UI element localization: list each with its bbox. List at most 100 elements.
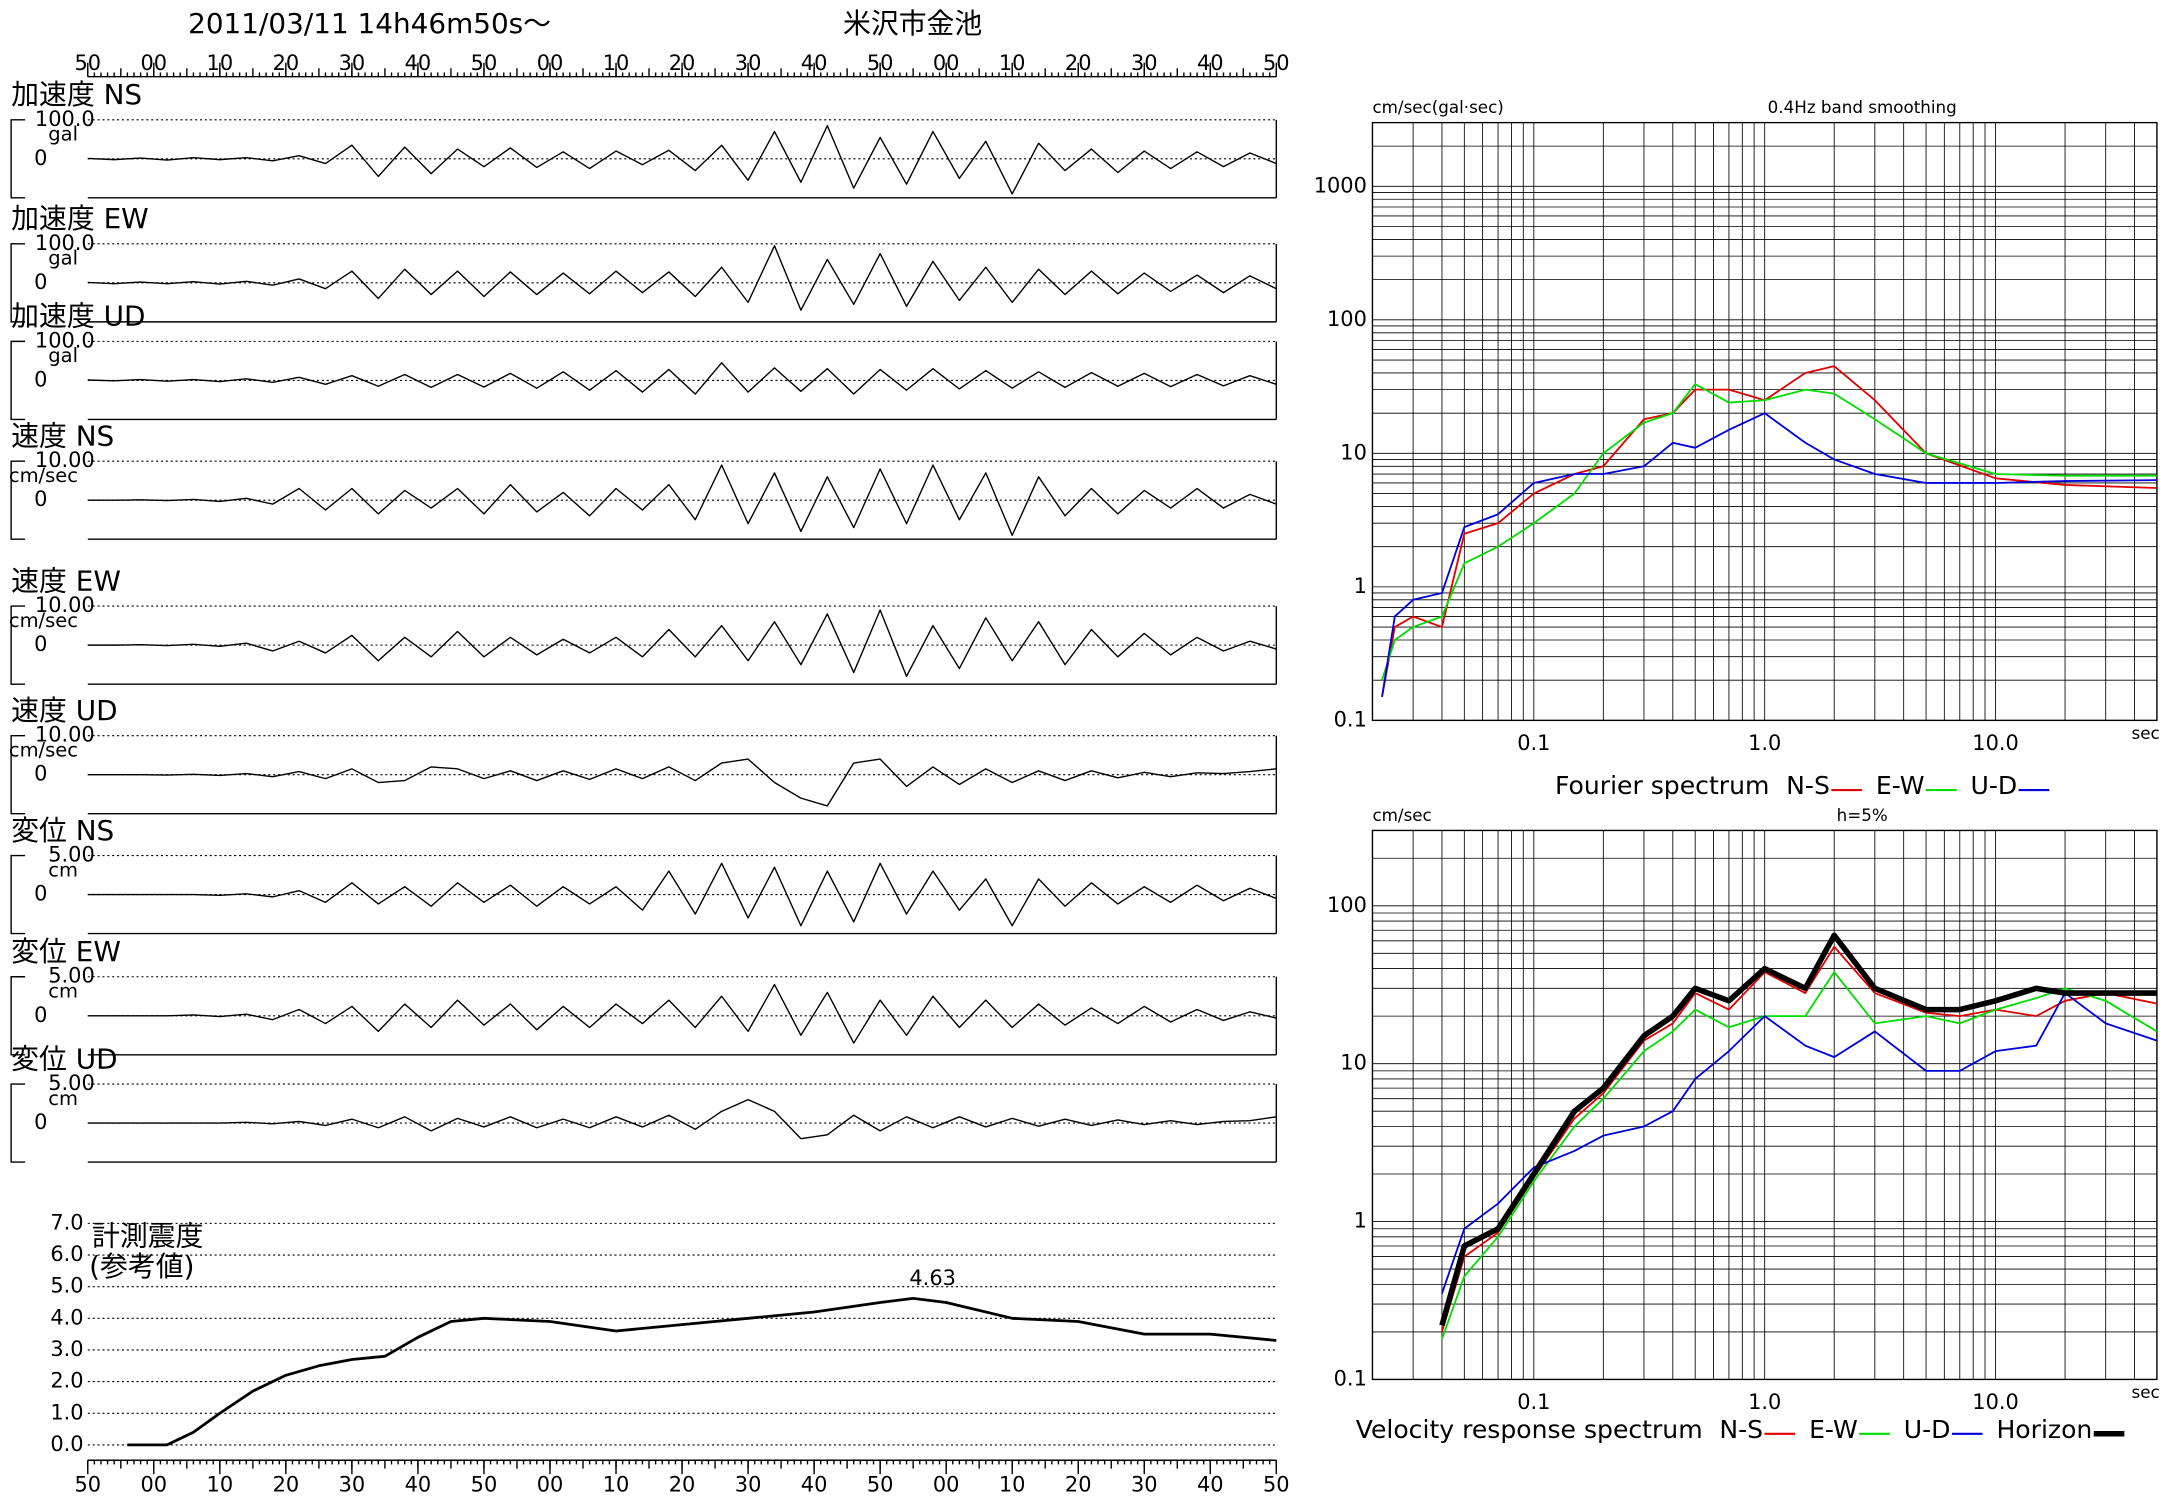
x-tick-label: 50: [867, 1472, 894, 1496]
panel-title: 変位 UD: [11, 1042, 117, 1075]
x-tick-label: 50: [867, 51, 894, 75]
panel-title: 変位 EW: [11, 935, 121, 968]
x-tick-label: 50: [74, 1472, 101, 1496]
chart-title: h=5%: [1837, 805, 1888, 825]
y-axis-label: cm/sec(gal·sec): [1372, 97, 1503, 117]
plot-frame: [1371, 121, 2158, 722]
x-tick-label: 0.1: [1517, 1390, 1550, 1414]
x-tick-label: 20: [273, 1472, 300, 1496]
x-tick-label: 30: [339, 1472, 366, 1496]
x-tick-label: 20: [1065, 1472, 1092, 1496]
x-tick-label: 30: [735, 1472, 762, 1496]
x-tick-label: 50: [1263, 1472, 1290, 1496]
legend-label: U-D: [1971, 771, 2018, 800]
y-tick-label: 0: [34, 487, 47, 511]
panel-bracket: [10, 340, 26, 421]
unit-label: cm: [48, 858, 78, 881]
y-tick-label: 1000: [1314, 173, 1367, 197]
legend-label: N-S: [1786, 771, 1830, 800]
y-tick-label: 0.0: [50, 1432, 83, 1456]
y-tick-label: 6.0: [50, 1242, 83, 1266]
peak-annotation: 4.63: [909, 1266, 956, 1290]
panel-bracket: [10, 1083, 26, 1163]
y-tick-label: 5.00: [48, 1071, 95, 1095]
panel-bracket: [10, 605, 26, 685]
panel-title: 加速度 EW: [11, 202, 149, 235]
x-tick-label: 10.0: [1972, 1390, 2019, 1414]
x-tick-label: 40: [801, 51, 828, 75]
y-tick-label: 0: [34, 367, 47, 391]
y-tick-label: 10.00: [35, 723, 95, 747]
x-tick-label: 30: [1131, 51, 1158, 75]
x-tick-label: 50: [74, 51, 101, 75]
x-axis-label: sec: [2132, 1382, 2160, 1402]
x-tick-label: 1.0: [1748, 1390, 1781, 1414]
x-tick-label: 00: [537, 51, 564, 75]
x-tick-label: 10: [603, 51, 630, 75]
unit-label: cm: [48, 980, 78, 1003]
spectrum-line: [1381, 383, 2157, 681]
y-tick-label: 10.00: [35, 593, 95, 617]
x-tick-label: 50: [1263, 51, 1290, 75]
y-tick-label: 1: [1354, 1209, 1367, 1233]
chart-title: 計測震度: [92, 1219, 203, 1252]
panel-bracket: [10, 976, 26, 1056]
y-tick-label: 7.0: [50, 1210, 83, 1234]
panel-bracket: [10, 460, 26, 540]
waveform-trace: [87, 1098, 1277, 1140]
y-tick-label: 4.0: [50, 1305, 83, 1329]
y-tick-label: 0.1: [1334, 707, 1367, 731]
panel-bracket: [10, 119, 26, 199]
x-tick-label: 30: [339, 51, 366, 75]
legend-label: E-W: [1876, 771, 1925, 800]
y-tick-label: 100.0: [35, 107, 95, 131]
waveform-trace: [87, 609, 1277, 678]
x-tick-label: 10: [207, 51, 234, 75]
panel-title: 速度 NS: [11, 420, 114, 453]
y-tick-label: 10: [1340, 1051, 1367, 1075]
y-tick-label: 10.00: [35, 448, 95, 472]
x-tick-label: 10: [999, 51, 1026, 75]
legend-label: N-S: [1719, 1415, 1763, 1444]
x-tick-label: 20: [669, 1472, 696, 1496]
waveform-trace: [87, 124, 1277, 195]
waveform-trace: [87, 983, 1277, 1044]
x-tick-label: 40: [801, 1472, 828, 1496]
spectrum-line: [1441, 992, 2158, 1294]
panel-bracket: [10, 734, 26, 815]
x-tick-label: 1.0: [1748, 731, 1781, 755]
waveform-trace: [87, 758, 1277, 807]
unit-label: cm/sec: [9, 739, 78, 762]
y-tick-label: 5.00: [48, 843, 95, 867]
unit-label: gal: [48, 247, 78, 270]
y-tick-label: 0: [34, 632, 47, 656]
y-tick-label: 0: [34, 146, 47, 170]
y-tick-label: 10: [1340, 440, 1367, 464]
panel-title: 加速度 UD: [11, 300, 145, 333]
y-tick-label: 0: [34, 882, 47, 906]
x-tick-label: 30: [1131, 1472, 1158, 1496]
y-tick-label: 5.0: [50, 1274, 83, 1298]
x-tick-label: 00: [141, 51, 168, 75]
x-tick-label: 50: [471, 1472, 498, 1496]
x-axis-label: sec: [2132, 723, 2160, 743]
waveform-trace: [87, 464, 1277, 537]
y-tick-label: 0: [34, 1003, 47, 1027]
y-tick-label: 100.0: [35, 328, 95, 352]
y-tick-label: 100: [1327, 307, 1367, 331]
panel-title: 速度 EW: [11, 564, 121, 597]
legend-title: Velocity response spectrum: [1356, 1415, 1703, 1444]
y-tick-label: 1.0: [50, 1400, 83, 1424]
chart-title: 0.4Hz band smoothing: [1768, 97, 1957, 117]
panel-title: 速度 UD: [11, 694, 117, 727]
x-tick-label: 40: [405, 1472, 432, 1496]
legend-label: U-D: [1904, 1415, 1951, 1444]
y-tick-label: 5.00: [48, 964, 95, 988]
x-tick-label: 00: [141, 1472, 168, 1496]
record-datetime: 2011/03/11 14h46m50s～: [188, 7, 551, 40]
x-tick-label: 30: [735, 51, 762, 75]
x-tick-label: 40: [1197, 1472, 1224, 1496]
y-tick-label: 0: [34, 1110, 47, 1134]
